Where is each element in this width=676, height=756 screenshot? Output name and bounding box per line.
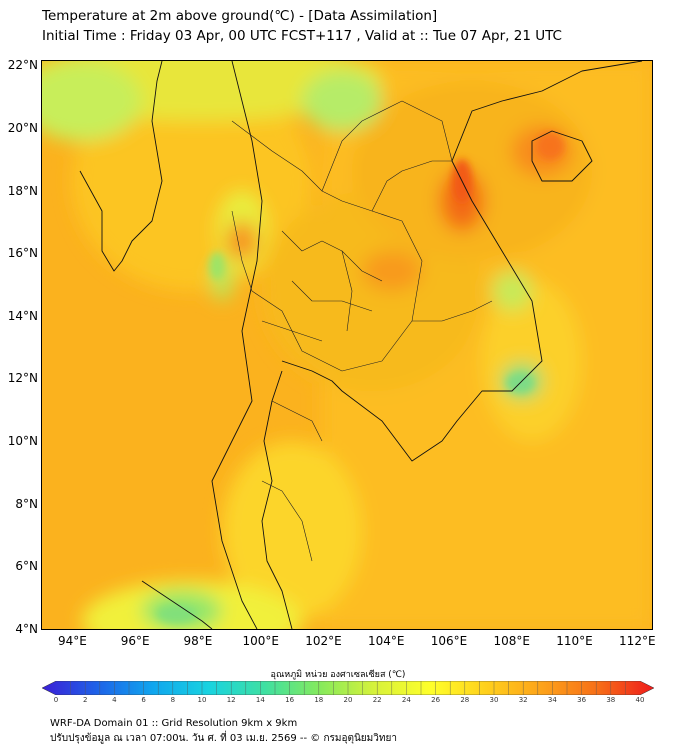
colorbar-tick-label: 2 <box>82 696 88 704</box>
lon-tick-label: 98°E <box>183 634 213 648</box>
lat-tick-label: 16°N <box>7 246 38 261</box>
lat-tick-label: 4°N <box>15 622 38 636</box>
colorbar-tick-label: 10 <box>197 696 207 704</box>
colorbar-tick-label: 6 <box>141 696 146 704</box>
colorbar-tick-label: 34 <box>547 696 557 704</box>
lon-tick-label: 108°E <box>493 634 531 648</box>
coastlines <box>79 61 643 629</box>
colorbar-tick-label: 24 <box>401 696 411 704</box>
lon-tick-label: 102°E <box>305 634 342 648</box>
colorbar-tick-label: 18 <box>314 696 324 704</box>
colorbar-tick-label: 38 <box>606 696 616 704</box>
borders <box>231 100 493 562</box>
colorbar-tick-label: 4 <box>112 696 117 704</box>
lat-tick-label: 10°N <box>7 434 38 449</box>
colorbar-tick-label: 26 <box>431 696 441 704</box>
lon-tick-label: 112°E <box>619 634 656 648</box>
lon-tick-label: 104°E <box>367 634 405 648</box>
lon-tick-label: 94°E <box>57 634 87 648</box>
lat-tick-label: 22°N <box>7 58 38 73</box>
title-block: Temperature at 2m above ground(℃) - [Dat… <box>42 6 562 46</box>
colorbar-label: อุณหภูมิ หน่วย องศาเซลเซียส (℃) <box>270 670 406 680</box>
chart-subtitle: Initial Time : Friday 03 Apr, 00 UTC FCS… <box>42 28 562 44</box>
colorbar-tick-label: 28 <box>460 696 470 704</box>
footer-update-info: ปรับปรุงข้อมูล ณ เวลา 07:00น. วัน ศ. ที่… <box>50 733 397 744</box>
map-canvas <box>42 61 652 629</box>
lat-tick-label: 8°N <box>15 496 38 511</box>
lat-tick-label: 12°N <box>7 371 38 386</box>
colorbar-tick-label: 0 <box>53 696 59 704</box>
lon-tick-label: 110°E <box>556 634 593 648</box>
temperature-map[interactable] <box>41 60 653 630</box>
colorbar-tick-label: 12 <box>226 696 236 704</box>
colorbar-tick-label: 22 <box>372 696 382 704</box>
colorbar-tick-label: 32 <box>518 696 528 704</box>
lon-tick-label: 106°E <box>430 634 468 648</box>
lon-tick-label: 100°E <box>242 634 279 648</box>
colorbar-tick-label: 8 <box>170 696 176 704</box>
colorbar-tick-label: 30 <box>489 696 499 704</box>
lon-tick-label: 96°E <box>120 634 150 648</box>
lat-tick-label: 20°N <box>7 120 38 135</box>
colorbar-tick-label: 40 <box>635 696 645 704</box>
colorbar-tick-label: 16 <box>285 696 295 704</box>
chart-title: Temperature at 2m above ground(℃) - [Dat… <box>42 8 438 24</box>
lat-tick-label: 6°N <box>15 559 38 574</box>
colorbar-tick-label: 20 <box>343 696 353 704</box>
colorbar-tick-label: 36 <box>577 696 587 704</box>
temperature-gradients <box>42 61 652 629</box>
lat-tick-label: 14°N <box>7 308 38 323</box>
colorbar <box>41 680 655 696</box>
lat-tick-label: 18°N <box>7 183 38 198</box>
colorbar-tick-label: 14 <box>255 696 265 704</box>
footer-model-info: WRF-DA Domain 01 :: Grid Resolution 9km … <box>50 718 298 729</box>
footer: WRF-DA Domain 01 :: Grid Resolution 9km … <box>50 716 397 746</box>
